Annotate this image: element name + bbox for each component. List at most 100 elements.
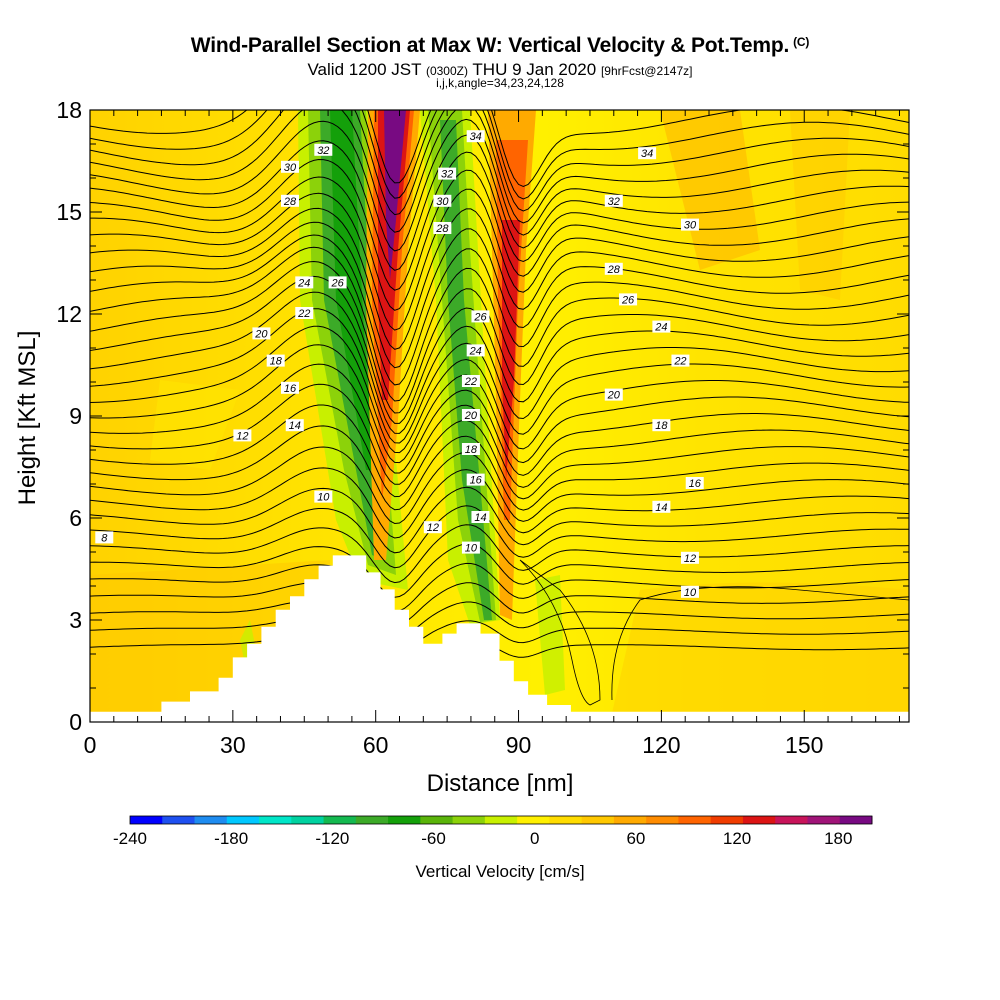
isentrope-label: 28 xyxy=(604,262,623,276)
colorbar-tick-label: -180 xyxy=(214,829,248,848)
isentrope-label-bg xyxy=(466,473,485,486)
isentrope-label-bg xyxy=(466,344,485,357)
zero-velocity-contour xyxy=(611,586,909,701)
isentrope-label-text: 10 xyxy=(684,587,697,599)
isentrope-label: 18 xyxy=(461,443,480,456)
isentrope-label-text: 16 xyxy=(470,475,483,487)
isentrope-label-bg xyxy=(280,160,299,173)
isentrope-label: 32 xyxy=(314,143,333,157)
isentrope-label-text: 26 xyxy=(473,311,487,323)
isentrope-label: 20 xyxy=(604,388,623,402)
isentrope-line xyxy=(90,524,909,584)
colorbar-frame xyxy=(129,815,873,825)
colorbar-swatch xyxy=(355,816,389,824)
isentrope-label-bg xyxy=(685,477,704,489)
isentrope-label-text: 24 xyxy=(297,277,310,289)
colorbar-tick-label: -120 xyxy=(315,829,349,848)
isentrope-label-text: 12 xyxy=(236,430,248,442)
isentrope-label: 32 xyxy=(604,194,623,208)
isentrope-label-bg xyxy=(652,500,671,513)
isentrope-label-text: 18 xyxy=(465,444,478,456)
colorbar-label: Vertical Velocity [cm/s] xyxy=(415,862,585,881)
isentrope-label-text: 22 xyxy=(673,356,686,368)
isentrope-label-bg xyxy=(671,354,690,367)
isentrope-label: 32 xyxy=(438,167,457,181)
isentrope-label-text: 16 xyxy=(689,478,702,490)
colorbar-swatch xyxy=(420,816,454,824)
isentrope-label-bg xyxy=(461,443,480,455)
isentrope-label-bg xyxy=(619,293,638,306)
isentrope-line xyxy=(90,234,909,386)
chart-title: Wind-Parallel Section at Max W: Vertical… xyxy=(0,34,1000,58)
isentrope-label: 24 xyxy=(652,320,671,334)
y-tick-label: 9 xyxy=(69,403,82,429)
y-tick-label: 6 xyxy=(69,505,82,531)
isentrope-line xyxy=(90,404,909,500)
updraft-band-max xyxy=(384,110,406,280)
x-tick-label: 60 xyxy=(363,732,389,758)
isentrope-line xyxy=(90,275,909,424)
isentrope-line xyxy=(90,118,909,252)
y-tick-label: 18 xyxy=(56,97,82,123)
isentrope-label-text: 32 xyxy=(317,145,329,157)
isentrope-label-bg xyxy=(604,262,623,275)
isentrope-label-bg xyxy=(295,307,314,319)
isentrope-label-text: 22 xyxy=(297,308,310,320)
chart-title-text: Wind-Parallel Section at Max W: Vertical… xyxy=(190,34,790,57)
isentrope-line xyxy=(90,110,909,200)
isentrope-label-bg xyxy=(266,354,285,367)
isentrope-label: 8 xyxy=(95,531,114,544)
isentrope-label-text: 18 xyxy=(270,356,283,368)
x-tick-label: 150 xyxy=(785,732,823,758)
isentrope-label-bg xyxy=(252,327,271,340)
isentrope-label-bg xyxy=(680,585,699,598)
isentrope-line xyxy=(90,325,909,454)
colorbar-swatch xyxy=(226,816,260,824)
isentrope-label-text: 28 xyxy=(435,223,449,235)
isentrope-label-bg xyxy=(461,409,480,421)
y-tick-label: 15 xyxy=(56,199,82,225)
isentrope-line xyxy=(90,446,909,525)
isentrope-label: 12 xyxy=(423,521,442,534)
isentrope-label: 22 xyxy=(461,375,480,388)
y-tick-label: 3 xyxy=(69,607,82,633)
colorbar-swatch xyxy=(484,816,518,824)
isentrope-line xyxy=(90,188,909,331)
isentrope-label: 10 xyxy=(680,585,699,599)
colorbar-swatch xyxy=(839,816,873,824)
valid-date: THU 9 Jan 2020 xyxy=(472,60,597,79)
isentrope-line xyxy=(90,207,909,350)
isentrope-label-text: 14 xyxy=(289,420,301,432)
isentrope-label-text: 14 xyxy=(474,512,486,524)
isentrope-label-bg xyxy=(328,276,347,289)
isentrope-label: 16 xyxy=(280,381,299,395)
colorbar-swatch xyxy=(291,816,325,824)
forecast-info: [9hrFcst@2147z] xyxy=(600,64,693,78)
isentrope-label-text: 26 xyxy=(621,294,635,306)
isentrope-line xyxy=(90,110,909,188)
colorbar-swatch xyxy=(613,816,647,824)
isentrope-label: 24 xyxy=(295,276,314,289)
isentrope-label-text: 24 xyxy=(654,322,667,334)
copyright-mark: (C) xyxy=(793,35,810,49)
isentrope-label-text: 20 xyxy=(254,328,268,340)
isentrope-label-bg xyxy=(604,194,623,207)
isentrope-line xyxy=(90,582,909,626)
isentrope-label-bg xyxy=(95,531,114,544)
isentrope-line xyxy=(90,151,909,291)
isentrope-label: 26 xyxy=(328,276,347,289)
isentrope-label: 20 xyxy=(461,409,480,422)
isentrope-label-text: 20 xyxy=(464,410,478,422)
colorbar-swatch xyxy=(549,816,583,824)
isentrope-label-bg xyxy=(314,490,333,503)
isentrope-label: 26 xyxy=(619,293,638,306)
utc-time: (0300Z) xyxy=(425,64,468,78)
colorbar-swatch xyxy=(259,816,292,824)
y-tick-label: 12 xyxy=(56,301,82,327)
isentrope-label-bg xyxy=(423,521,442,534)
isentrope-label: 34 xyxy=(466,130,485,143)
isentrope-label-text: 34 xyxy=(641,148,653,160)
downdraft-band-max xyxy=(330,110,374,470)
isentrope-label: 12 xyxy=(233,429,252,442)
